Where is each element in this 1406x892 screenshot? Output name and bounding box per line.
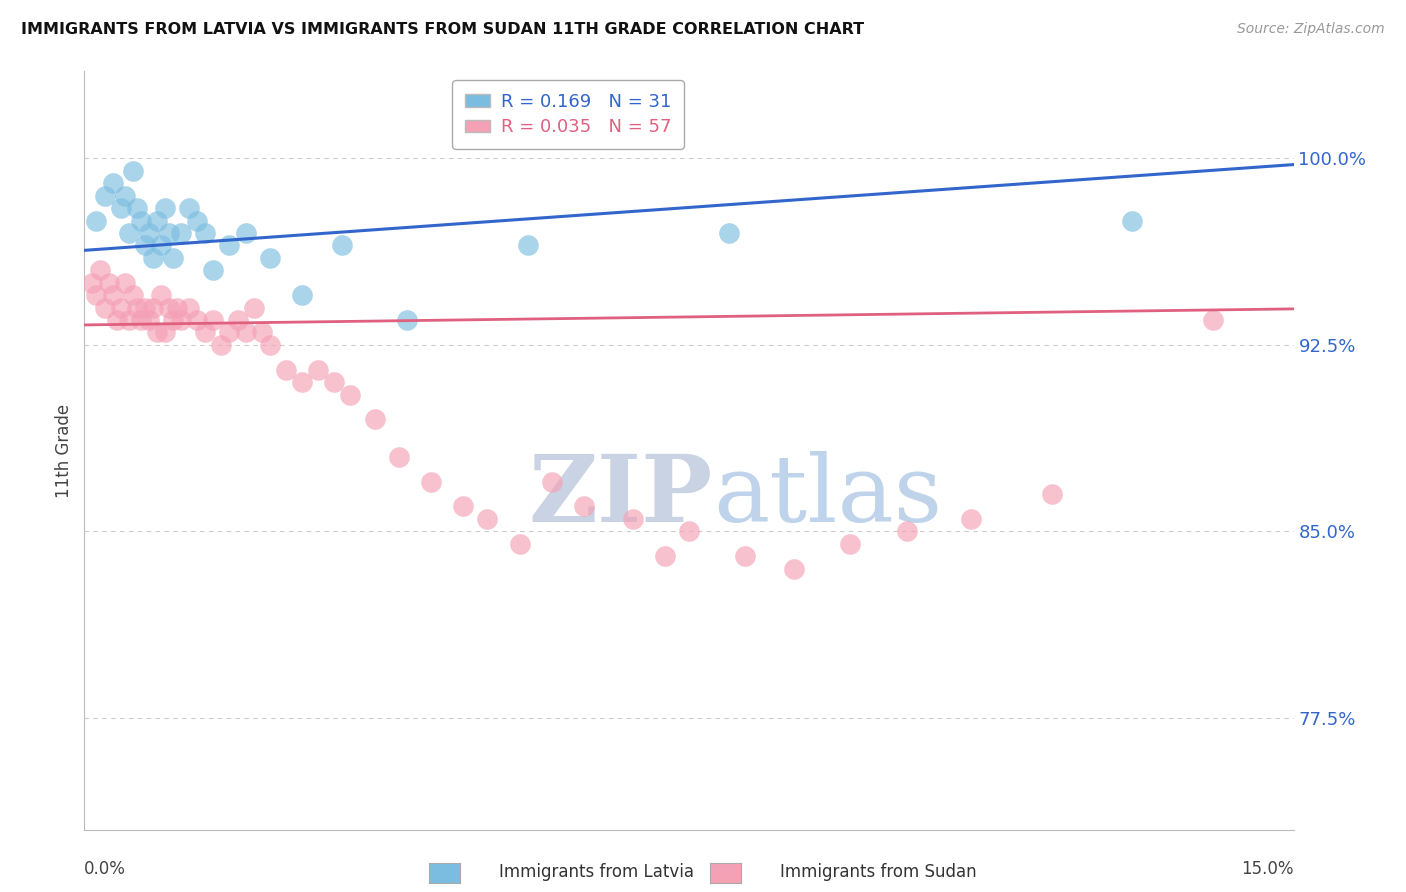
Point [105, 313, 128, 327]
Point [718, 226, 741, 240]
Point [202, 313, 225, 327]
Point [235, 226, 257, 240]
Point [307, 362, 329, 376]
Point [162, 313, 184, 327]
Point [388, 450, 411, 464]
Point [157, 301, 180, 315]
Point [114, 276, 136, 290]
Point [734, 549, 756, 563]
Point [86, 213, 108, 227]
Text: 0.0%: 0.0% [84, 860, 127, 878]
Point [1121, 213, 1143, 227]
Point [654, 549, 676, 563]
Point [170, 226, 193, 240]
Point [250, 326, 273, 340]
Point [118, 313, 141, 327]
Point [274, 362, 297, 376]
Point [259, 251, 281, 265]
Point [146, 326, 169, 340]
Point [101, 288, 124, 302]
Point [93, 301, 115, 315]
Point [142, 301, 165, 315]
Point [572, 500, 595, 514]
Text: 15.0%: 15.0% [1241, 860, 1294, 878]
Point [97, 276, 120, 290]
Text: ZIP: ZIP [529, 451, 713, 541]
Text: atlas: atlas [713, 451, 942, 541]
Point [339, 387, 361, 401]
Point [110, 301, 132, 315]
Point [783, 561, 806, 575]
Point [477, 512, 499, 526]
Point [186, 313, 208, 327]
Point [129, 213, 152, 227]
Point [166, 301, 188, 315]
Point [960, 512, 983, 526]
Text: Immigrants from Sudan: Immigrants from Sudan [780, 863, 977, 881]
Point [194, 226, 217, 240]
Point [157, 226, 180, 240]
Point [516, 238, 538, 252]
Point [330, 238, 353, 252]
Point [121, 288, 143, 302]
Point [839, 537, 862, 551]
Point [202, 263, 225, 277]
Point [541, 475, 564, 489]
Point [621, 512, 644, 526]
Point [146, 213, 169, 227]
Point [134, 238, 156, 252]
Point [110, 201, 132, 215]
Point [121, 163, 143, 178]
Point [509, 537, 531, 551]
Point [125, 301, 148, 315]
Point [118, 226, 141, 240]
Point [153, 326, 176, 340]
Point [209, 338, 232, 352]
Point [134, 301, 156, 315]
Point [125, 201, 148, 215]
Point [896, 524, 918, 539]
Point [451, 500, 474, 514]
Point [162, 251, 184, 265]
Point [170, 313, 193, 327]
Point [179, 201, 201, 215]
Point [186, 213, 208, 227]
Point [218, 326, 240, 340]
Point [1202, 313, 1225, 327]
Text: Source: ZipAtlas.com: Source: ZipAtlas.com [1237, 22, 1385, 37]
Point [259, 338, 281, 352]
Point [323, 375, 346, 389]
Point [149, 238, 172, 252]
Y-axis label: 11th Grade: 11th Grade [55, 403, 73, 498]
Point [138, 313, 160, 327]
Point [149, 288, 172, 302]
Point [153, 201, 176, 215]
Point [363, 412, 385, 426]
Point [291, 375, 314, 389]
Point [420, 475, 443, 489]
Point [101, 176, 124, 190]
Point [93, 188, 115, 202]
Point [138, 226, 160, 240]
Point [179, 301, 201, 315]
Point [1040, 487, 1063, 501]
Point [291, 288, 314, 302]
Point [218, 238, 240, 252]
Point [129, 313, 152, 327]
Text: Immigrants from Latvia: Immigrants from Latvia [499, 863, 695, 881]
Point [142, 251, 165, 265]
Text: IMMIGRANTS FROM LATVIA VS IMMIGRANTS FROM SUDAN 11TH GRADE CORRELATION CHART: IMMIGRANTS FROM LATVIA VS IMMIGRANTS FRO… [21, 22, 865, 37]
Point [86, 288, 108, 302]
Point [89, 263, 111, 277]
Legend: R = 0.169   N = 31, R = 0.035   N = 57: R = 0.169 N = 31, R = 0.035 N = 57 [453, 80, 683, 149]
Point [82, 276, 104, 290]
Point [194, 326, 217, 340]
Point [226, 313, 249, 327]
Point [678, 524, 700, 539]
Point [235, 326, 257, 340]
Point [395, 313, 418, 327]
Point [114, 188, 136, 202]
Point [242, 301, 264, 315]
